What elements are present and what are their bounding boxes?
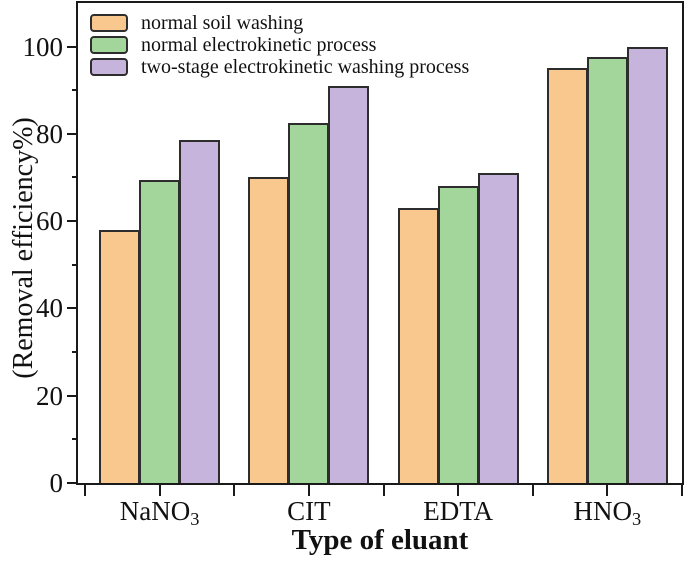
- x-category-label: NaNO3: [119, 496, 200, 529]
- x-category-label: CIT: [287, 496, 331, 526]
- bar-HNO3-series1: [546, 68, 588, 483]
- bar-HNO3-series3: [626, 46, 668, 483]
- x-category-label: EDTA: [423, 496, 494, 526]
- legend-label: two-stage electrokinetic washing process: [141, 55, 470, 78]
- x-boundary-tick: [531, 485, 534, 496]
- bar-HNO3-series2: [586, 57, 628, 483]
- y-major-tick: [67, 394, 78, 397]
- legend-row: normal electrokinetic process: [90, 34, 469, 56]
- x-category-tick: [307, 485, 310, 496]
- x-category-tick: [457, 485, 460, 496]
- y-minor-tick: [72, 351, 78, 354]
- bar-EDTA-series2: [437, 186, 479, 483]
- legend-swatch-icon: [90, 58, 128, 76]
- x-boundary-tick: [233, 485, 236, 496]
- x-boundary-tick: [382, 485, 385, 496]
- y-tick-label: 20: [36, 380, 63, 411]
- legend-row: normal soil washing: [90, 12, 469, 34]
- y-major-tick: [67, 482, 78, 484]
- bar-EDTA-series1: [397, 208, 439, 483]
- x-category-tick: [158, 485, 161, 496]
- x-boundary-tick: [84, 485, 86, 496]
- x-boundary-tick: [681, 485, 683, 496]
- y-minor-tick: [72, 438, 78, 441]
- y-major-tick: [67, 220, 78, 223]
- legend-label: normal electrokinetic process: [141, 33, 377, 56]
- y-major-tick: [67, 45, 78, 48]
- y-tick-label: 0: [49, 468, 64, 498]
- legend-row: two-stage electrokinetic washing process: [90, 56, 469, 78]
- bar-CIT-series1: [248, 177, 290, 483]
- bar-CIT-series2: [288, 122, 330, 483]
- x-axis-title: Type of eluant: [291, 524, 469, 556]
- legend-swatch-icon: [90, 14, 128, 32]
- x-category-label: HNO3: [573, 496, 642, 529]
- y-minor-tick: [72, 176, 78, 179]
- y-tick-label: 40: [36, 293, 63, 324]
- y-tick-label: 80: [36, 118, 63, 149]
- bar-NaNO3-series2: [139, 179, 181, 483]
- y-minor-tick: [72, 263, 78, 266]
- bar-CIT-series3: [328, 85, 370, 483]
- y-major-tick: [67, 132, 78, 135]
- y-minor-tick: [72, 89, 78, 92]
- bar-NaNO3-series3: [179, 140, 221, 483]
- x-category-tick: [606, 485, 609, 496]
- legend-swatch-icon: [90, 36, 128, 54]
- y-tick-label: 60: [36, 206, 63, 237]
- y-tick-label: 100: [22, 31, 64, 62]
- bar-NaNO3-series1: [99, 229, 141, 483]
- bar-EDTA-series3: [477, 173, 519, 483]
- y-major-tick: [67, 307, 78, 310]
- legend: normal soil washing normal electrokinetic…: [90, 12, 469, 78]
- legend-label: normal soil washing: [141, 11, 304, 34]
